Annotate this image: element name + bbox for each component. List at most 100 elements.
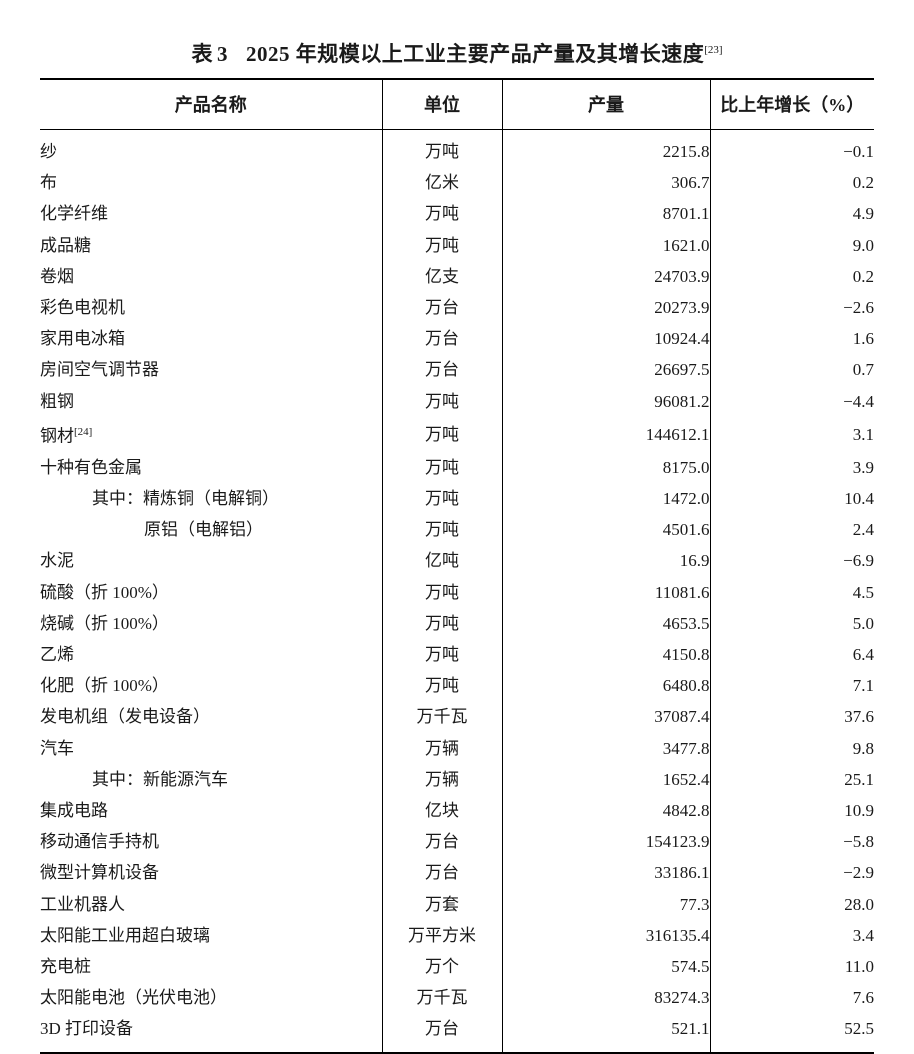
cell-product-name: 钢材[24]	[40, 417, 382, 452]
cell-unit: 万台	[381, 826, 502, 858]
cell-product-name: 其中：精炼铜（电解铜）	[92, 488, 279, 508]
table-row: 房间空气调节器 万台 26697.5 0.7	[40, 354, 874, 386]
cell-output-value: 1621.0	[501, 229, 710, 261]
cell-unit: 万吨	[381, 451, 502, 483]
table-row: 家用电冰箱 万台 10924.4 1.6	[40, 323, 874, 355]
table-row: 化肥（折 100%） 万吨 6480.8 7.1	[40, 670, 874, 702]
cell-product-name: 集成电路	[40, 800, 108, 820]
cell-growth-rate: 9.8	[709, 732, 874, 764]
cell-growth-rate: −5.8	[709, 826, 874, 858]
cell-growth-rate: 9.0	[709, 229, 874, 261]
cell-output-value: 37087.4	[501, 701, 710, 733]
cell-growth-rate: 1.6	[709, 323, 874, 355]
cell-product-name: 太阳能电池（光伏电池）	[40, 988, 227, 1008]
cell-product-name: 十种有色金属	[40, 457, 142, 477]
cell-output-value: 1472.0	[501, 482, 710, 515]
cell-output-value: 521.1	[501, 1013, 710, 1054]
cell-product-name: 其中：新能源汽车	[92, 769, 228, 789]
cell-unit: 亿支	[381, 260, 502, 293]
cell-product-name: 卷烟	[40, 266, 74, 286]
table-row: 充电桩 万个 574.5 11.0	[40, 950, 874, 983]
cell-output-value: 16.9	[501, 545, 710, 577]
cell-output-value: 316135.4	[501, 919, 710, 951]
cell-growth-rate: 0.2	[709, 167, 874, 199]
cell-product-name: 微型计算机设备	[40, 863, 159, 883]
cell-growth-rate: 11.0	[709, 950, 874, 983]
cell-product-name: 太阳能工业用超白玻璃	[40, 925, 210, 945]
cell-growth-rate: 2.4	[709, 514, 874, 546]
cell-output-value: 8701.1	[501, 198, 710, 230]
cell-product-name: 化肥（折 100%）	[40, 676, 169, 696]
table-row: 其中：新能源汽车 万辆 1652.4 25.1	[40, 763, 874, 795]
table-title-superscript: [23]	[704, 44, 723, 56]
cell-unit: 万吨	[381, 670, 502, 702]
table-row: 布 亿米 306.7 0.2	[40, 167, 874, 199]
cell-growth-rate: 6.4	[709, 638, 874, 671]
cell-output-value: 306.7	[501, 167, 710, 199]
cell-unit: 万吨	[381, 638, 502, 671]
cell-growth-rate: 37.6	[709, 701, 874, 733]
cell-unit: 万吨	[381, 607, 502, 639]
table-row: 钢材[24] 万吨 144612.1 3.1	[40, 416, 874, 452]
column-header-unit: 单位	[381, 78, 502, 130]
cell-growth-rate: −6.9	[709, 545, 874, 577]
cell-growth-rate: 4.9	[709, 198, 874, 230]
cell-output-value: 20273.9	[501, 292, 710, 324]
cell-output-value: 33186.1	[501, 857, 710, 889]
cell-unit: 万台	[381, 323, 502, 355]
cell-unit: 万吨	[381, 129, 502, 168]
cell-growth-rate: 4.5	[709, 576, 874, 608]
cell-product-name: 成品糖	[40, 235, 91, 255]
cell-growth-rate: 10.9	[709, 794, 874, 827]
cell-growth-rate: −2.9	[709, 857, 874, 889]
table-row: 其中：精炼铜（电解铜） 万吨 1472.0 10.4	[40, 482, 874, 515]
cell-unit: 万平方米	[381, 919, 502, 951]
cell-output-value: 6480.8	[501, 670, 710, 702]
cell-unit: 万吨	[381, 576, 502, 608]
table-row: 成品糖 万吨 1621.0 9.0	[40, 229, 874, 261]
cell-output-value: 26697.5	[501, 354, 710, 386]
cell-output-value: 4842.8	[501, 794, 710, 827]
cell-output-value: 574.5	[501, 950, 710, 983]
table-row: 十种有色金属 万吨 8175.0 3.9	[40, 451, 874, 483]
cell-superscript: [24]	[74, 425, 93, 438]
cell-growth-rate: 0.2	[709, 260, 874, 293]
cell-output-value: 11081.6	[501, 576, 710, 608]
cell-product-name: 硫酸（折 100%）	[40, 582, 169, 602]
statistics-table-container: 产品名称 单位 产量 比上年增长（%） 纱万吨 2215.8 −0.1 布亿米 306.…	[40, 78, 874, 1054]
table-row: 粗钢 万吨 96081.2 −4.4	[40, 385, 874, 417]
cell-product-name-text: 钢材	[40, 426, 74, 446]
cell-growth-rate: 7.1	[709, 670, 874, 702]
table-row: 纱 万吨 2215.8 −0.1	[40, 129, 874, 168]
cell-output-value: 144612.1	[501, 416, 710, 452]
cell-output-value: 24703.9	[501, 260, 710, 293]
cell-unit: 万台	[381, 1013, 502, 1054]
cell-output-value: 4501.6	[501, 514, 710, 546]
cell-product-name: 充电桩	[40, 956, 91, 976]
cell-product-name: 家用电冰箱	[40, 329, 125, 349]
cell-product-name: 发电机组（发电设备）	[40, 707, 210, 727]
table-title-text: 2025 年规模以上工业主要产品产量及其增长速度	[245, 42, 705, 66]
cell-unit: 万台	[381, 857, 502, 889]
cell-unit: 万千瓦	[381, 982, 502, 1014]
cell-output-value: 4653.5	[501, 607, 710, 639]
cell-output-value: 8175.0	[501, 451, 710, 483]
table-row: 太阳能电池（光伏电池） 万千瓦 83274.3 7.6	[40, 982, 874, 1014]
cell-growth-rate: −4.4	[709, 385, 874, 417]
cell-output-value: 4150.8	[501, 638, 710, 671]
cell-growth-rate: 10.4	[709, 482, 874, 515]
table-row: 集成电路 亿块 4842.8 10.9	[40, 794, 874, 827]
cell-growth-rate: 3.1	[709, 416, 874, 452]
cell-output-value: 83274.3	[501, 982, 710, 1014]
cell-growth-rate: 7.6	[709, 982, 874, 1014]
table-header: 产品名称 单位 产量 比上年增长（%）	[40, 78, 874, 130]
table-row: 3D 打印设备 万台 521.1 52.5	[40, 1013, 874, 1054]
cell-unit: 万吨	[381, 482, 502, 515]
table-row: 彩色电视机 万台 20273.9 −2.6	[40, 292, 874, 324]
cell-product-name: 彩色电视机	[40, 298, 125, 318]
table-row: 卷烟 亿支 24703.9 0.2	[40, 260, 874, 293]
document-page: 表 3 2025 年规模以上工业主要产品产量及其增长速度[23] 产品名称 单位 产…	[40, 42, 874, 1054]
cell-unit: 万辆	[381, 763, 502, 795]
table-row: 微型计算机设备 万台 33186.1 −2.9	[40, 857, 874, 889]
cell-unit: 万台	[381, 292, 502, 324]
